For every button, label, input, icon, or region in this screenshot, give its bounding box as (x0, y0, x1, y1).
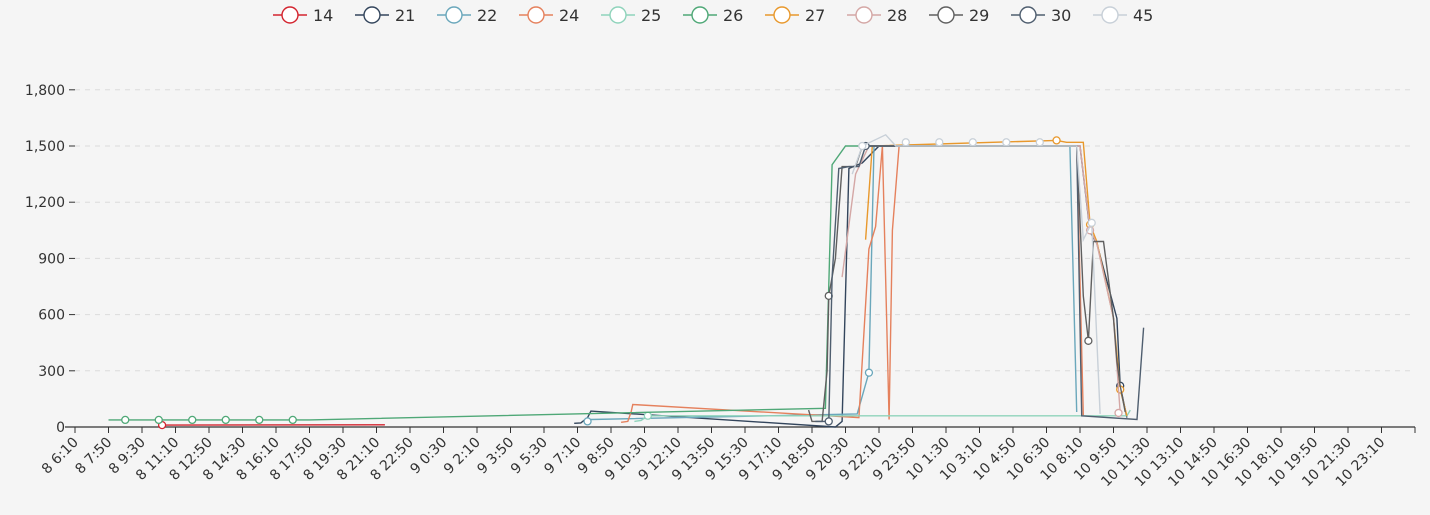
legend-item-25[interactable]: 25 (601, 6, 661, 25)
data-point-25[interactable] (643, 411, 652, 420)
data-point-45[interactable] (968, 138, 977, 147)
data-point-26[interactable] (188, 415, 197, 425)
series-line-27 (864, 139, 1128, 416)
y-tick-label: 0 (56, 420, 65, 436)
series-45 (851, 133, 1101, 414)
legend-label: 45 (1133, 6, 1153, 25)
legend-item-30[interactable]: 30 (1011, 6, 1071, 25)
series-25 (634, 409, 1131, 423)
data-point-45[interactable] (1035, 138, 1044, 147)
data-point-22[interactable] (864, 368, 874, 377)
legend-label: 14 (313, 6, 333, 25)
data-point-26[interactable] (221, 415, 230, 425)
legend[interactable]: 14 21 22 24 25 26 27 28 29 30 45 (273, 6, 1153, 25)
x-tick-label: 9 7:10 (541, 435, 584, 478)
y-tick-label: 1,200 (25, 195, 65, 211)
data-point-45[interactable] (935, 138, 944, 147)
legend-item-28[interactable]: 28 (847, 6, 907, 25)
legend-marker-icon (1019, 6, 1037, 24)
series-line-28 (841, 145, 1121, 413)
y-tick-label: 900 (38, 251, 65, 267)
legend-marker-icon (363, 6, 381, 24)
data-point-26[interactable] (121, 415, 130, 425)
legend-label: 22 (477, 6, 497, 25)
legend-item-27[interactable]: 27 (765, 6, 825, 25)
data-point-45[interactable] (858, 141, 867, 151)
series-line-30 (815, 145, 1145, 423)
legend-item-24[interactable]: 24 (519, 6, 579, 25)
x-tick-label: 9 2:10 (441, 435, 484, 478)
data-point-22[interactable] (583, 417, 592, 426)
series-27 (864, 136, 1128, 416)
series-lines (108, 133, 1145, 430)
legend-label: 21 (395, 6, 415, 25)
legend-marker-icon (1101, 6, 1119, 24)
data-point-28[interactable] (1114, 408, 1123, 418)
x-tick-label: 9 3:50 (474, 435, 517, 478)
legend-marker-icon (527, 6, 545, 24)
legend-item-21[interactable]: 21 (355, 6, 415, 25)
y-tick-label: 300 (38, 364, 65, 380)
legend-marker-icon (691, 6, 709, 24)
legend-label: 29 (969, 6, 989, 25)
grid-lines (75, 89, 1415, 372)
legend-marker-icon (855, 6, 873, 24)
series-26 (108, 145, 1074, 425)
legend-label: 28 (887, 6, 907, 25)
legend-label: 27 (805, 6, 825, 25)
series-line-24 (621, 145, 1084, 423)
series-line-21 (574, 145, 1128, 428)
series-24 (621, 145, 1084, 423)
x-tick-label: 9 0:30 (407, 435, 450, 478)
legend-label: 26 (723, 6, 743, 25)
legend-label: 25 (641, 6, 661, 25)
x-tick-label: 8 6:10 (39, 435, 82, 478)
x-tick-label: 9 5:30 (508, 435, 551, 478)
series-line-26 (108, 145, 1074, 421)
legend-marker-icon (773, 6, 791, 24)
legend-marker-icon (937, 6, 955, 24)
legend-marker-icon (281, 6, 299, 24)
legend-item-29[interactable]: 29 (929, 6, 989, 25)
data-point-45[interactable] (1087, 218, 1096, 227)
data-point-30[interactable] (824, 417, 833, 426)
x-tick-label: 8 7:50 (72, 435, 115, 478)
legend-label: 24 (559, 6, 579, 25)
data-point-26[interactable] (154, 415, 163, 425)
data-point-29[interactable] (1084, 336, 1093, 345)
legend-marker-icon (445, 6, 463, 24)
y-tick-label: 600 (38, 308, 65, 324)
legend-label: 30 (1051, 6, 1071, 25)
legend-item-22[interactable]: 22 (437, 6, 497, 25)
series-21 (574, 145, 1128, 428)
data-point-27[interactable] (1052, 136, 1061, 145)
legend-marker-icon (609, 6, 627, 24)
data-point-45[interactable] (1002, 138, 1011, 147)
data-point-26[interactable] (288, 415, 297, 425)
legend-item-14[interactable]: 14 (273, 6, 333, 25)
y-tick-label: 1,500 (25, 139, 65, 155)
y-tick-label: 1,800 (25, 83, 65, 99)
legend-item-45[interactable]: 45 (1093, 6, 1153, 25)
data-point-26[interactable] (255, 415, 264, 425)
data-point-45[interactable] (901, 138, 910, 147)
series-line-25 (634, 409, 1131, 423)
legend-item-26[interactable]: 26 (683, 6, 743, 25)
